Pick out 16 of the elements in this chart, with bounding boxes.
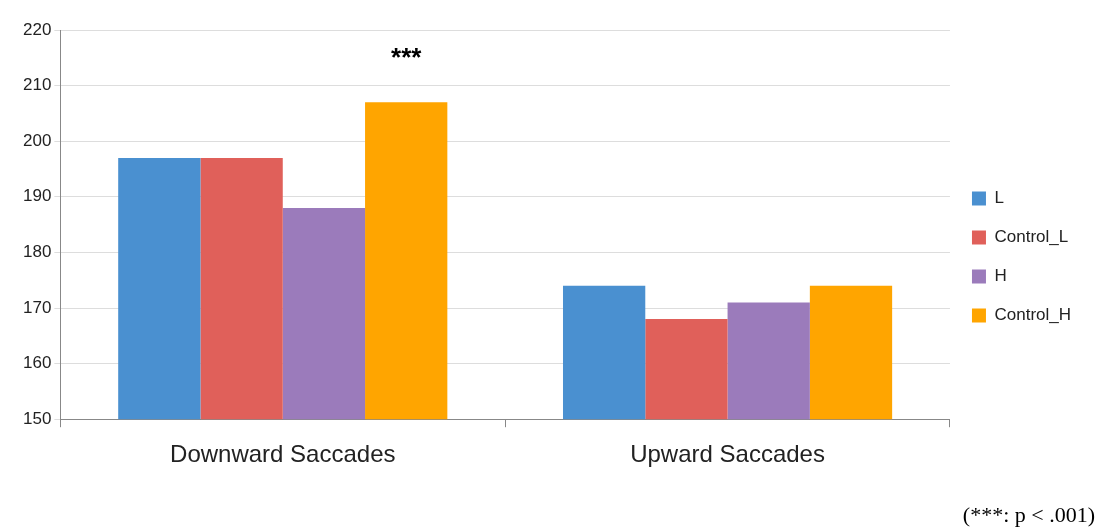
- annotation: ***: [391, 42, 423, 73]
- x-tick-label: Downward Saccades: [170, 440, 396, 468]
- y-tick-label: 160: [22, 353, 52, 373]
- legend-label: H: [994, 266, 1007, 286]
- y-tick-label: 220: [22, 19, 52, 39]
- y-tick-label: 150: [22, 408, 52, 428]
- x-tick-label: Upward Saccades: [630, 440, 825, 468]
- y-tick-label: 180: [22, 242, 52, 262]
- legend-label: Control_L: [994, 227, 1069, 247]
- y-tick-label: 190: [22, 186, 52, 206]
- y-tick-label: 210: [22, 75, 52, 95]
- y-tick-label: 200: [22, 130, 52, 150]
- legend-label: L: [994, 188, 1004, 208]
- legend-label: Control_H: [994, 305, 1072, 325]
- text: (***: p < .001): [962, 501, 1095, 527]
- y-tick-label: 170: [22, 297, 52, 317]
